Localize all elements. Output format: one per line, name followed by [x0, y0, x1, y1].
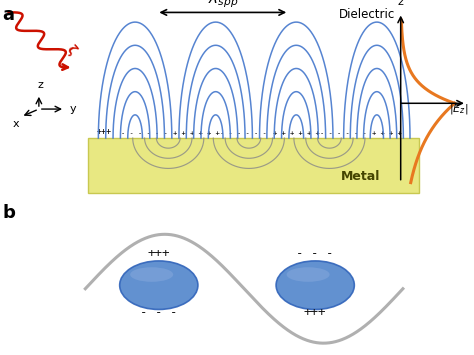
- Text: Dielectric: Dielectric: [339, 8, 395, 21]
- Text: - - - - - -: - - - - - -: [121, 130, 168, 136]
- Ellipse shape: [119, 261, 198, 310]
- Text: + + + +: + + + +: [372, 130, 402, 136]
- Text: - - -: - - -: [140, 306, 178, 319]
- Text: x: x: [13, 119, 19, 129]
- Text: +++: +++: [97, 127, 112, 136]
- Ellipse shape: [130, 267, 173, 282]
- Text: + + + + + +: + + + + + +: [173, 130, 220, 136]
- Text: $\mathbf{\zeta}$: $\mathbf{\zeta}$: [62, 41, 80, 59]
- Text: b: b: [2, 203, 15, 222]
- Text: - - -: - - -: [296, 247, 334, 260]
- Text: z: z: [38, 80, 44, 90]
- Text: - - - - - -: - - - - - -: [220, 130, 267, 136]
- Bar: [88, 138, 419, 193]
- Text: a: a: [2, 6, 14, 23]
- Text: y: y: [70, 104, 76, 114]
- Text: $|E_z|$: $|E_z|$: [449, 102, 468, 116]
- Text: +++: +++: [304, 306, 327, 319]
- Text: +++: +++: [147, 247, 170, 260]
- Ellipse shape: [287, 267, 329, 282]
- Text: Metal: Metal: [341, 170, 381, 183]
- Text: - - - - - -: - - - - - -: [320, 130, 367, 136]
- Text: + + + + + +: + + + + + +: [273, 130, 319, 136]
- Text: $\lambda_{spp}$: $\lambda_{spp}$: [208, 0, 238, 10]
- Text: z: z: [398, 0, 404, 7]
- Ellipse shape: [276, 261, 355, 310]
